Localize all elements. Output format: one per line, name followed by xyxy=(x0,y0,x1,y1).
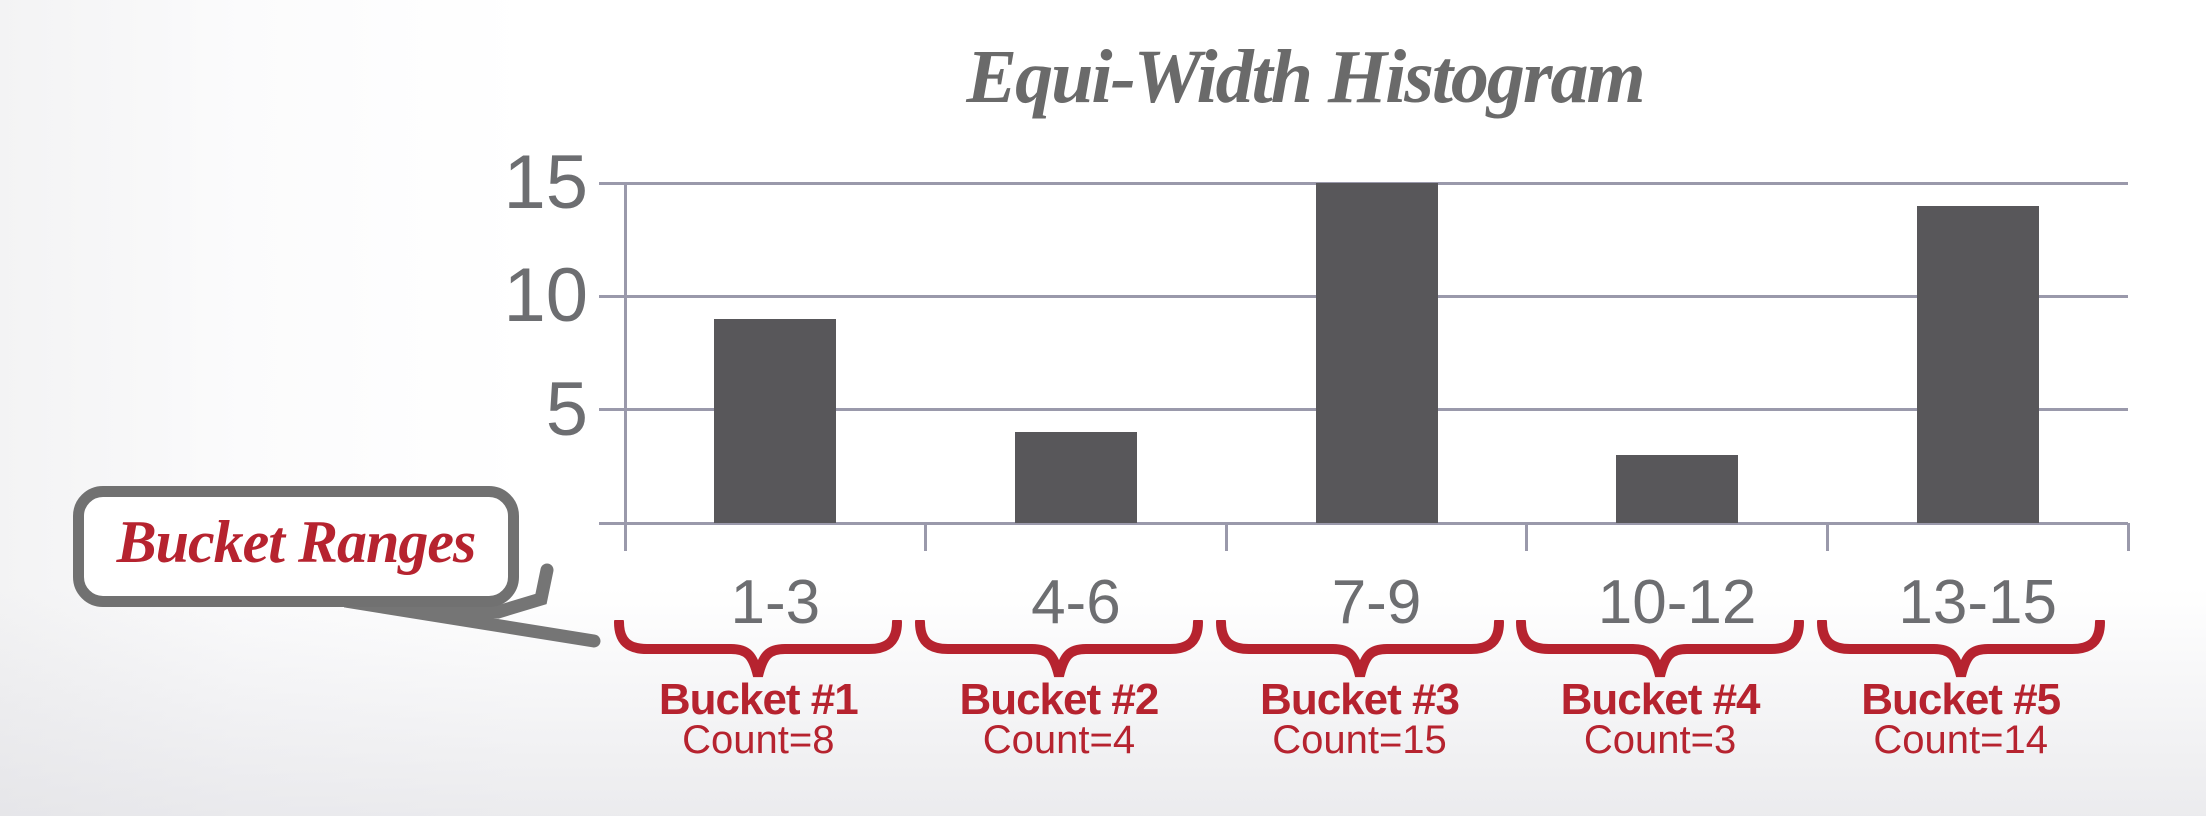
callout-label: Bucket Ranges xyxy=(116,509,477,575)
axis-tick xyxy=(924,523,928,551)
y-tick-label: 15 xyxy=(503,140,588,225)
bucket-brace xyxy=(614,620,903,678)
bucket-count-label: Count=15 xyxy=(1272,718,1447,762)
bucket-brace xyxy=(1516,620,1805,678)
chart-title: Equi-Width Histogram xyxy=(966,35,1645,119)
bucket-brace xyxy=(914,620,1203,678)
x-tick-label: 1-3 xyxy=(730,568,821,637)
y-tick-label: 10 xyxy=(503,253,588,339)
bucket-count-label: Count=4 xyxy=(982,718,1136,762)
axis-tick xyxy=(623,523,627,551)
x-tick-label: 4-6 xyxy=(1031,568,1121,637)
axis-tick xyxy=(1825,523,1829,551)
bucket-label: Bucket #1 xyxy=(658,675,859,724)
bucket-label: Bucket #4 xyxy=(1560,675,1761,724)
histogram-bar xyxy=(1315,183,1438,523)
axis-tick xyxy=(2126,523,2130,551)
bucket-count-label: Count=8 xyxy=(682,718,835,762)
x-axis-line xyxy=(599,521,2128,525)
bucket-label: Bucket #3 xyxy=(1260,675,1460,724)
axis-tick xyxy=(1224,523,1228,551)
bucket-brace xyxy=(1816,620,2105,678)
x-tick-label: 10-12 xyxy=(1597,568,1757,637)
callout-bubble: Bucket Ranges xyxy=(73,486,519,607)
y-tick-label: 5 xyxy=(545,366,588,452)
y-axis-line xyxy=(623,183,627,545)
bucket-label: Bucket #5 xyxy=(1861,675,2061,724)
bucket-count-label: Count=3 xyxy=(1583,718,1737,762)
axis-tick xyxy=(1525,523,1529,551)
x-tick-label: 13-15 xyxy=(1898,568,2057,637)
histogram-bar xyxy=(1616,455,1739,523)
x-tick-label: 7-9 xyxy=(1331,568,1422,637)
bucket-brace xyxy=(1215,620,1504,678)
bucket-count-label: Count=14 xyxy=(1873,718,2048,762)
histogram-bar xyxy=(714,319,837,523)
histogram-bar xyxy=(1014,432,1137,523)
histogram-bar xyxy=(1916,205,2039,523)
bucket-label: Bucket #2 xyxy=(959,675,1159,724)
